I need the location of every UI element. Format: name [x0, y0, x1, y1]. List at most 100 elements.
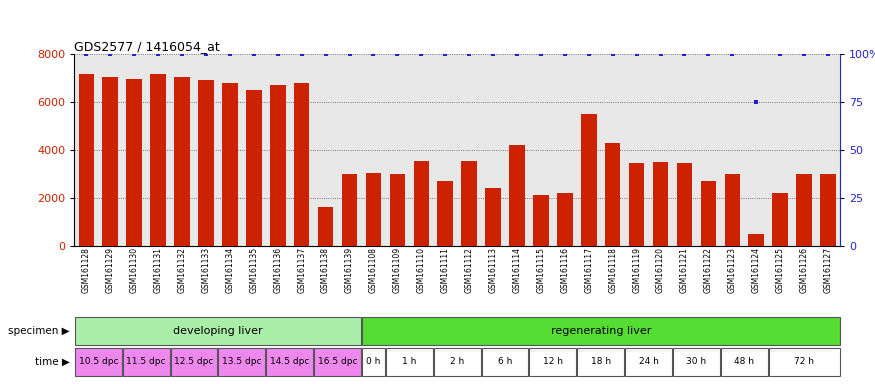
Point: [270, 51, 284, 57]
Text: developing liver: developing liver: [173, 326, 262, 336]
Text: 30 h: 30 h: [686, 358, 706, 366]
Bar: [724, 174, 740, 246]
Bar: [270, 85, 285, 246]
Bar: [171, 348, 218, 376]
Text: 12.5 dpc: 12.5 dpc: [174, 358, 214, 366]
Text: 10.5 dpc: 10.5 dpc: [79, 358, 118, 366]
Text: 13.5 dpc: 13.5 dpc: [222, 358, 262, 366]
Text: 1 h: 1 h: [402, 358, 416, 366]
Point: [462, 51, 476, 57]
Point: [175, 51, 189, 57]
Point: [749, 99, 763, 105]
Bar: [294, 83, 310, 246]
Bar: [773, 193, 788, 246]
Bar: [199, 80, 214, 246]
Text: 72 h: 72 h: [794, 358, 814, 366]
Bar: [102, 76, 118, 246]
Text: 2 h: 2 h: [450, 358, 465, 366]
Text: regenerating liver: regenerating liver: [550, 326, 651, 336]
Text: 12 h: 12 h: [542, 358, 563, 366]
Bar: [150, 74, 166, 246]
Text: 6 h: 6 h: [498, 358, 512, 366]
Bar: [676, 163, 692, 246]
Point: [725, 51, 739, 57]
Point: [103, 51, 117, 57]
Text: 48 h: 48 h: [734, 358, 754, 366]
Bar: [605, 142, 620, 246]
Point: [487, 51, 500, 57]
Point: [80, 51, 94, 57]
Bar: [769, 348, 839, 376]
Point: [390, 51, 404, 57]
Bar: [625, 348, 672, 376]
Bar: [461, 161, 477, 246]
Point: [127, 51, 141, 57]
Point: [774, 51, 788, 57]
Bar: [362, 317, 839, 345]
Bar: [75, 317, 361, 345]
Bar: [629, 163, 644, 246]
Bar: [362, 348, 385, 376]
Bar: [581, 114, 597, 246]
Text: 24 h: 24 h: [639, 358, 659, 366]
Point: [318, 51, 332, 57]
Point: [295, 51, 309, 57]
Bar: [318, 207, 333, 246]
Bar: [578, 348, 624, 376]
Point: [367, 51, 381, 57]
Bar: [123, 348, 170, 376]
Bar: [342, 174, 357, 246]
Text: 0 h: 0 h: [367, 358, 381, 366]
Bar: [126, 79, 142, 246]
Bar: [557, 193, 572, 246]
Point: [821, 51, 835, 57]
Point: [558, 51, 572, 57]
Point: [414, 51, 428, 57]
Bar: [366, 172, 382, 246]
Bar: [389, 174, 405, 246]
Bar: [721, 348, 767, 376]
Bar: [653, 162, 668, 246]
Point: [702, 51, 716, 57]
Bar: [219, 348, 265, 376]
Point: [534, 51, 548, 57]
Point: [223, 51, 237, 57]
Bar: [438, 181, 453, 246]
Bar: [222, 83, 238, 246]
Bar: [314, 348, 361, 376]
Point: [630, 51, 644, 57]
Point: [654, 51, 668, 57]
Bar: [386, 348, 433, 376]
Text: 18 h: 18 h: [591, 358, 611, 366]
Bar: [75, 348, 122, 376]
Bar: [509, 145, 525, 246]
Bar: [486, 188, 500, 246]
Bar: [533, 195, 549, 246]
Point: [677, 51, 691, 57]
Point: [510, 51, 524, 57]
Bar: [529, 348, 577, 376]
Point: [151, 51, 165, 57]
Bar: [748, 234, 764, 246]
Text: time ▶: time ▶: [35, 357, 70, 367]
Bar: [79, 74, 94, 246]
Bar: [820, 174, 836, 246]
Point: [438, 51, 452, 57]
Bar: [174, 76, 190, 246]
Point: [797, 51, 811, 57]
Point: [199, 51, 213, 57]
Bar: [266, 348, 313, 376]
Text: GDS2577 / 1416054_at: GDS2577 / 1416054_at: [74, 40, 220, 53]
Text: 16.5 dpc: 16.5 dpc: [318, 358, 357, 366]
Point: [247, 51, 261, 57]
Bar: [701, 181, 716, 246]
Bar: [246, 90, 262, 246]
Point: [606, 51, 620, 57]
Bar: [434, 348, 480, 376]
Bar: [414, 161, 429, 246]
Bar: [481, 348, 528, 376]
Text: 11.5 dpc: 11.5 dpc: [126, 358, 166, 366]
Text: specimen ▶: specimen ▶: [9, 326, 70, 336]
Bar: [796, 174, 812, 246]
Text: 14.5 dpc: 14.5 dpc: [270, 358, 310, 366]
